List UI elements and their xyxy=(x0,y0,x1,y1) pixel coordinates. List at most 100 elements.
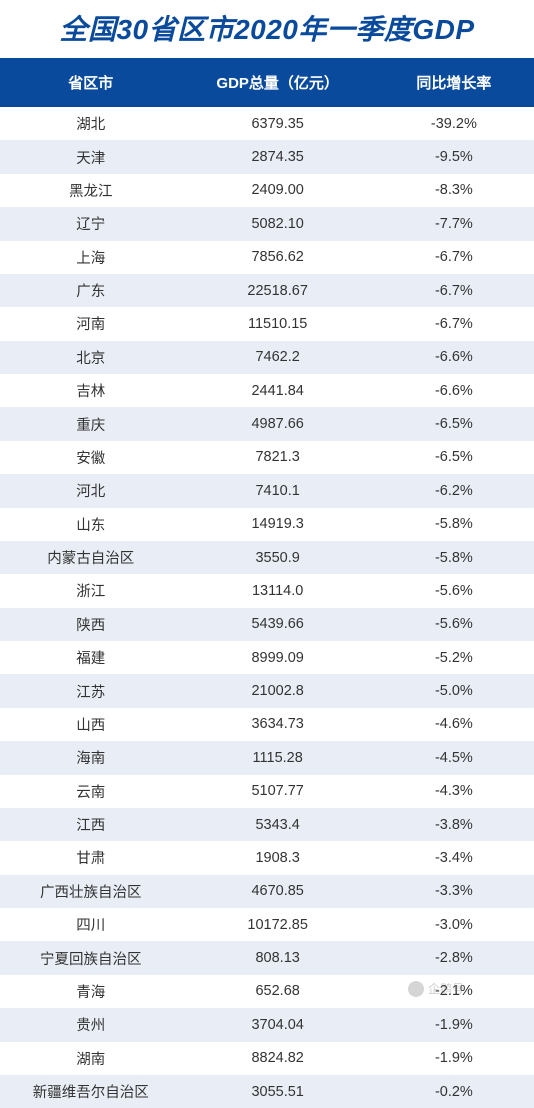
cell-province: 广东 xyxy=(0,274,182,307)
table-row: 山东14919.3-5.8% xyxy=(0,508,534,541)
cell-growth: -6.5% xyxy=(374,407,534,440)
cell-gdp: 11510.15 xyxy=(182,307,374,340)
cell-growth: -4.3% xyxy=(374,775,534,808)
cell-gdp: 8999.09 xyxy=(182,641,374,674)
cell-growth: -4.5% xyxy=(374,741,534,774)
cell-gdp: 652.68 xyxy=(182,975,374,1008)
cell-growth: -0.2% xyxy=(374,1075,534,1108)
cell-province: 上海 xyxy=(0,241,182,274)
cell-growth: -3.0% xyxy=(374,908,534,941)
cell-province: 山东 xyxy=(0,508,182,541)
table-row: 河南11510.15-6.7% xyxy=(0,307,534,340)
cell-growth: -6.6% xyxy=(374,341,534,374)
cell-gdp: 6379.35 xyxy=(182,107,374,140)
cell-gdp: 7410.1 xyxy=(182,474,374,507)
cell-gdp: 14919.3 xyxy=(182,508,374,541)
cell-gdp: 4987.66 xyxy=(182,407,374,440)
cell-province: 江苏 xyxy=(0,674,182,707)
cell-gdp: 13114.0 xyxy=(182,574,374,607)
table-row: 河北7410.1-6.2% xyxy=(0,474,534,507)
cell-province: 宁夏回族自治区 xyxy=(0,941,182,974)
cell-province: 河北 xyxy=(0,474,182,507)
table-row: 青海652.68-2.1% xyxy=(0,975,534,1008)
cell-gdp: 3704.04 xyxy=(182,1008,374,1041)
cell-growth: -3.3% xyxy=(374,875,534,908)
cell-gdp: 21002.8 xyxy=(182,674,374,707)
gdp-table: 省区市 GDP总量（亿元） 同比增长率 湖北6379.35-39.2%天津287… xyxy=(0,58,534,1108)
cell-gdp: 1115.28 xyxy=(182,741,374,774)
table-row: 吉林2441.84-6.6% xyxy=(0,374,534,407)
table-row: 重庆4987.66-6.5% xyxy=(0,407,534,440)
cell-growth: -5.8% xyxy=(374,508,534,541)
cell-growth: -3.4% xyxy=(374,841,534,874)
table-row: 云南5107.77-4.3% xyxy=(0,775,534,808)
table-row: 山西3634.73-4.6% xyxy=(0,708,534,741)
cell-growth: -9.5% xyxy=(374,140,534,173)
table-row: 内蒙古自治区3550.9-5.8% xyxy=(0,541,534,574)
cell-gdp: 2874.35 xyxy=(182,140,374,173)
cell-growth: -6.7% xyxy=(374,274,534,307)
table-row: 浙江13114.0-5.6% xyxy=(0,574,534,607)
cell-gdp: 5082.10 xyxy=(182,207,374,240)
cell-gdp: 10172.85 xyxy=(182,908,374,941)
cell-gdp: 1908.3 xyxy=(182,841,374,874)
cell-growth: -3.8% xyxy=(374,808,534,841)
table-row: 安徽7821.3-6.5% xyxy=(0,441,534,474)
cell-province: 甘肃 xyxy=(0,841,182,874)
cell-province: 江西 xyxy=(0,808,182,841)
cell-gdp: 808.13 xyxy=(182,941,374,974)
cell-province: 青海 xyxy=(0,975,182,1008)
cell-gdp: 5343.4 xyxy=(182,808,374,841)
cell-growth: -5.6% xyxy=(374,608,534,641)
cell-growth: -5.6% xyxy=(374,574,534,607)
cell-province: 吉林 xyxy=(0,374,182,407)
table-row: 湖北6379.35-39.2% xyxy=(0,107,534,140)
table-row: 湖南8824.82-1.9% xyxy=(0,1042,534,1075)
col-header-gdp: GDP总量（亿元） xyxy=(182,58,374,107)
table-row: 甘肃1908.3-3.4% xyxy=(0,841,534,874)
col-header-province: 省区市 xyxy=(0,58,182,107)
cell-province: 福建 xyxy=(0,641,182,674)
cell-province: 广西壮族自治区 xyxy=(0,875,182,908)
cell-province: 重庆 xyxy=(0,407,182,440)
table-row: 福建8999.09-5.2% xyxy=(0,641,534,674)
table-row: 江西5343.4-3.8% xyxy=(0,808,534,841)
cell-growth: -7.7% xyxy=(374,207,534,240)
col-header-growth: 同比增长率 xyxy=(374,58,534,107)
cell-province: 内蒙古自治区 xyxy=(0,541,182,574)
cell-province: 北京 xyxy=(0,341,182,374)
cell-province: 新疆维吾尔自治区 xyxy=(0,1075,182,1108)
cell-province: 云南 xyxy=(0,775,182,808)
cell-gdp: 2409.00 xyxy=(182,174,374,207)
cell-growth: -5.2% xyxy=(374,641,534,674)
cell-growth: -6.7% xyxy=(374,307,534,340)
table-row: 黑龙江2409.00-8.3% xyxy=(0,174,534,207)
cell-gdp: 5439.66 xyxy=(182,608,374,641)
page-title: 全国30省区市2020年一季度GDP xyxy=(0,0,534,58)
cell-province: 河南 xyxy=(0,307,182,340)
cell-gdp: 3055.51 xyxy=(182,1075,374,1108)
cell-growth: -2.8% xyxy=(374,941,534,974)
cell-province: 四川 xyxy=(0,908,182,941)
cell-province: 山西 xyxy=(0,708,182,741)
cell-province: 海南 xyxy=(0,741,182,774)
table-row: 江苏21002.8-5.0% xyxy=(0,674,534,707)
cell-gdp: 22518.67 xyxy=(182,274,374,307)
cell-growth: -5.0% xyxy=(374,674,534,707)
cell-growth: -8.3% xyxy=(374,174,534,207)
cell-province: 贵州 xyxy=(0,1008,182,1041)
table-row: 贵州3704.04-1.9% xyxy=(0,1008,534,1041)
cell-province: 浙江 xyxy=(0,574,182,607)
table-row: 宁夏回族自治区808.13-2.8% xyxy=(0,941,534,974)
table-body: 湖北6379.35-39.2%天津2874.35-9.5%黑龙江2409.00-… xyxy=(0,107,534,1108)
cell-gdp: 7821.3 xyxy=(182,441,374,474)
gdp-table-container: 全国30省区市2020年一季度GDP 省区市 GDP总量（亿元） 同比增长率 湖… xyxy=(0,0,534,1108)
table-row: 天津2874.35-9.5% xyxy=(0,140,534,173)
cell-gdp: 3634.73 xyxy=(182,708,374,741)
cell-gdp: 5107.77 xyxy=(182,775,374,808)
cell-growth: -1.9% xyxy=(374,1008,534,1041)
cell-gdp: 7856.62 xyxy=(182,241,374,274)
table-row: 四川10172.85-3.0% xyxy=(0,908,534,941)
cell-growth: -2.1% xyxy=(374,975,534,1008)
cell-growth: -5.8% xyxy=(374,541,534,574)
